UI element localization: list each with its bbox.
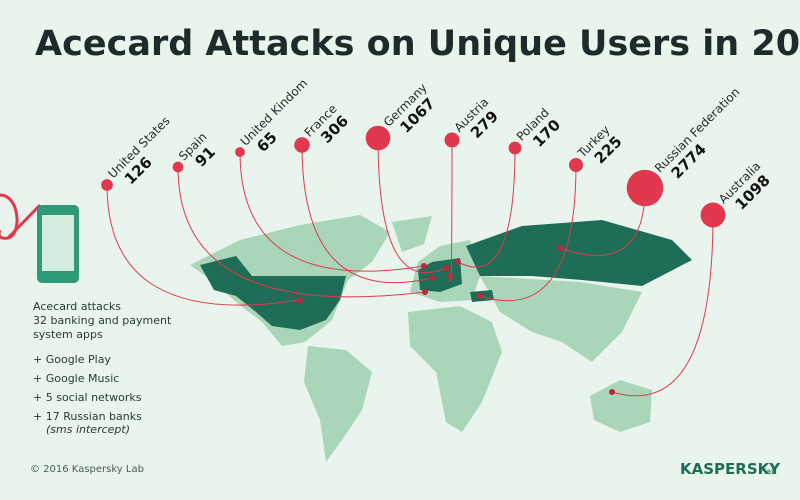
connector xyxy=(377,137,447,274)
title: Acecard Attacks on Unique Users in 2015 xyxy=(35,24,800,64)
copyright: © 2016 Kaspersky Lab xyxy=(30,464,144,475)
bubble xyxy=(700,202,726,228)
bubble xyxy=(294,137,310,153)
info-item: + Google Music xyxy=(33,372,119,385)
phone-screen xyxy=(42,215,74,271)
phone-icon xyxy=(0,193,79,283)
bubble xyxy=(101,179,113,191)
info-line: system apps xyxy=(33,328,103,341)
target-dot xyxy=(297,297,303,303)
brand: KASPERSKY xyxy=(680,460,781,478)
connector xyxy=(449,139,453,282)
info-line: Acecard attacks xyxy=(33,300,121,313)
bubble xyxy=(172,161,184,173)
connector xyxy=(301,144,433,284)
connector xyxy=(177,166,426,298)
bubble xyxy=(235,147,245,157)
connector xyxy=(611,214,714,397)
bubble xyxy=(444,132,460,148)
info-note: (sms intercept) xyxy=(46,423,130,436)
bubble xyxy=(508,141,522,155)
target-dot xyxy=(455,259,461,265)
bubble xyxy=(569,158,583,172)
bubble xyxy=(626,169,664,207)
target-dot xyxy=(422,289,428,295)
target-dot xyxy=(609,389,615,395)
info-line: 32 banking and payment xyxy=(33,314,172,327)
south-america xyxy=(304,346,372,462)
hook-line xyxy=(6,203,42,240)
connector xyxy=(559,187,646,256)
info-item: + Google Play xyxy=(33,353,111,366)
australia xyxy=(590,380,652,432)
connector xyxy=(457,147,516,268)
target-dot xyxy=(421,263,427,269)
asia xyxy=(480,276,642,362)
target-dot xyxy=(447,273,453,279)
bubble xyxy=(365,125,391,151)
connector xyxy=(479,164,577,302)
target-dot xyxy=(429,275,435,281)
africa xyxy=(408,306,502,432)
info-item: + 5 social networks xyxy=(33,391,142,404)
target-dot xyxy=(557,245,563,251)
target-dot xyxy=(477,293,483,299)
connector xyxy=(239,151,425,272)
brand-suffix: lab xyxy=(764,467,776,476)
connector xyxy=(106,184,301,306)
greenland xyxy=(392,216,432,252)
target-dot xyxy=(443,265,449,271)
info-item: + 17 Russian banks xyxy=(33,410,142,423)
